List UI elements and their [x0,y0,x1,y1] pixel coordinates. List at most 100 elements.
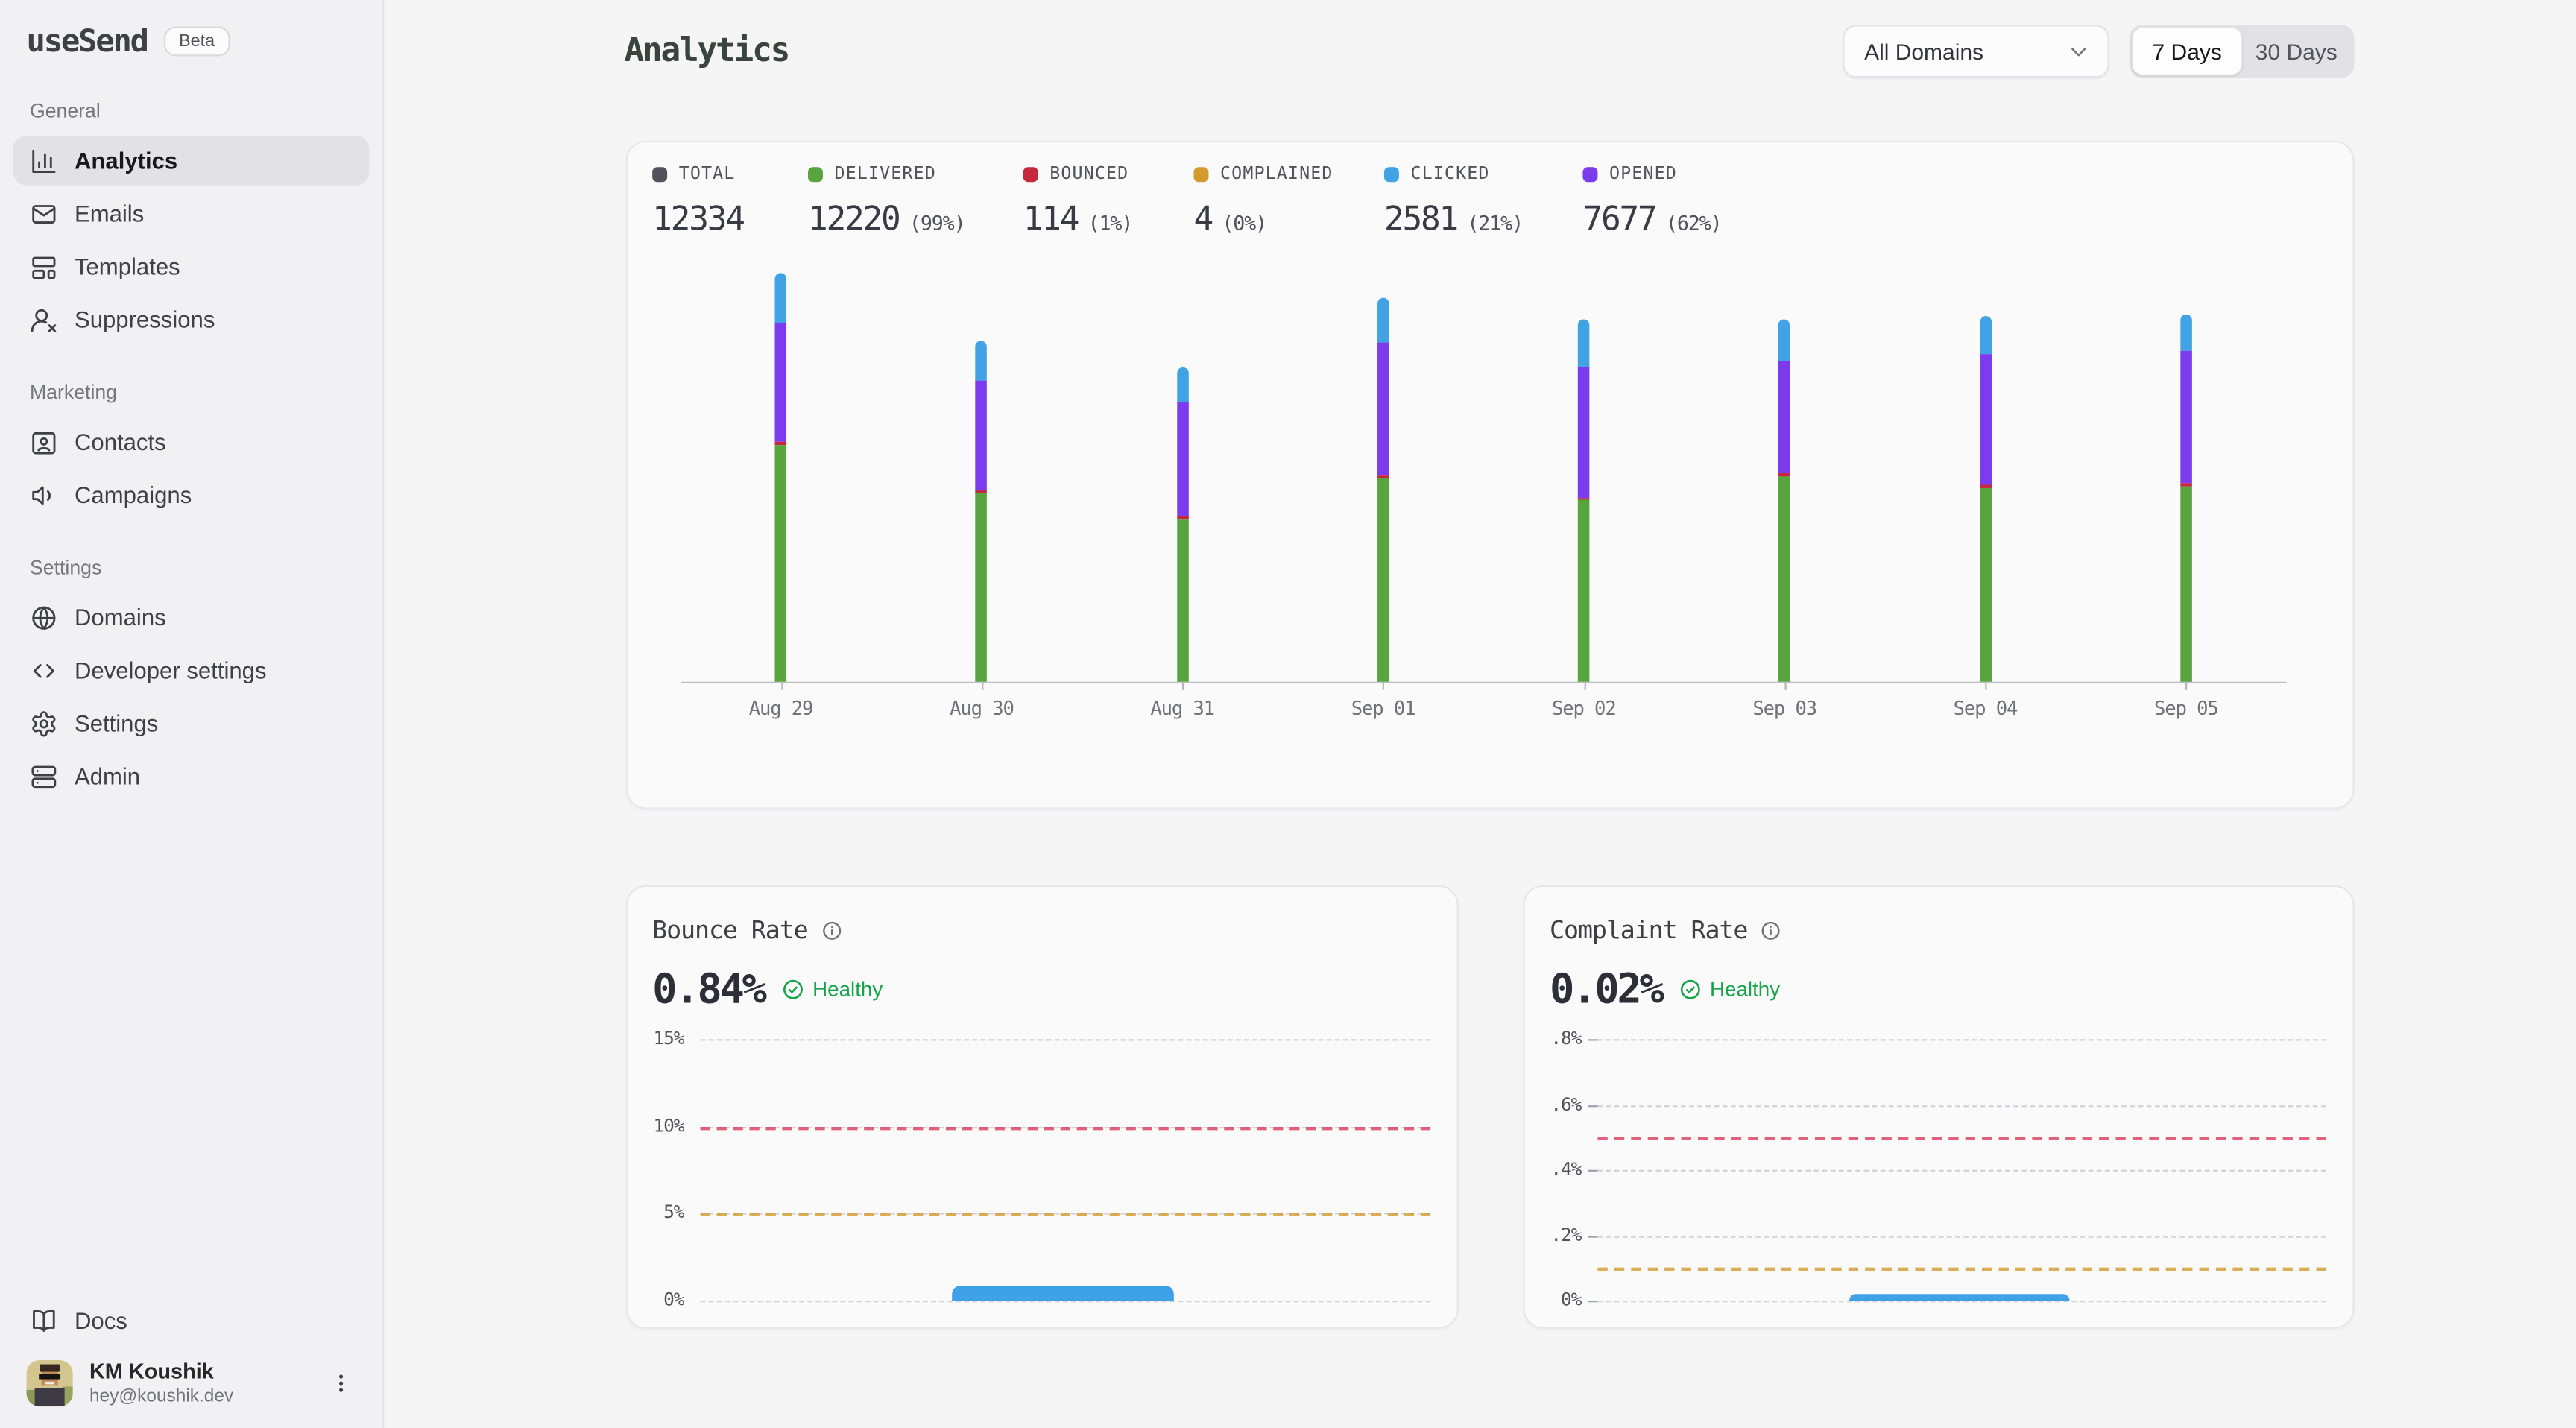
x-axis-tick [1383,681,1385,690]
gridline [700,1301,1431,1303]
check-circle-icon [783,979,803,999]
sidebar-item-domains[interactable]: Domains [13,593,370,642]
rate-value: 0.84% [652,964,767,1013]
y-axis-label: .6% [1550,1093,1582,1115]
sidebar-item-developer-settings[interactable]: Developer settings [13,645,370,695]
sidebar-item-templates[interactable]: Templates [13,241,370,291]
complaint-rate-card: Complaint Rate 0.02% Healthy .8% .6% .4% .2… [1523,885,2355,1329]
sidebar-item-admin[interactable]: Admin [13,751,370,801]
sidebar-item-label: Campaigns [74,481,192,508]
stat-pct: (1%) [1087,212,1134,236]
sidebar-section-general: General Analytics Emails Templates Suppr… [0,99,382,344]
stat-opened: OPENED 7677 (62%) [1582,163,1723,238]
x-axis-label: Sep 01 [1351,696,1416,720]
gridline [1597,1039,2326,1041]
bounced-segment [1377,476,1389,479]
sidebar-item-emails[interactable]: Emails [13,189,370,238]
bounced-segment [774,442,787,446]
sidebar-item-contacts[interactable]: Contacts [13,417,370,467]
delivered-segment [1578,500,1590,682]
layout-template-icon [32,256,56,279]
sidebar-footer: Docs KM Koushik hey@koushik.dev [13,1292,370,1418]
section-label-settings: Settings [29,555,102,580]
stat-label: COMPLAINED [1220,163,1333,184]
stat-value: 12220 [807,198,901,238]
card-title: Bounce Rate [652,914,809,945]
y-axis-tick [1588,1104,1598,1107]
bounce-rate-plot: 15% 10% 5% 0% [628,1028,1457,1310]
total-dot [652,166,668,182]
date-range-toggle: 7 Days 30 Days [2129,25,2355,78]
volume-bar [774,274,787,682]
volume-bar [976,341,988,682]
sidebar-item-label: Analytics [74,147,178,174]
sidebar-item-label: Contacts [74,429,166,455]
sidebar-item-suppressions[interactable]: Suppressions [13,294,370,344]
stat-bounced: BOUNCED 114 (1%) [1023,164,1133,238]
sidebar-item-docs[interactable]: Docs [13,1296,370,1346]
stat-complained: COMPLAINED 4 (0%) [1193,164,1333,238]
y-axis-label: .4% [1550,1158,1582,1181]
user-info: KM Koushik hey@koushik.dev [89,1359,233,1408]
stat-label: TOTAL [678,163,736,184]
volume-bar [1176,367,1188,682]
bounced-segment [2180,483,2192,487]
complaint-rate-plot: .8% .6% .4% .2% 0% [1525,1028,2353,1310]
gridline [700,1039,1431,1041]
stat-label: BOUNCED [1049,163,1129,184]
sidebar-item-analytics[interactable]: Analytics [13,136,370,186]
opened-dot [1582,166,1598,182]
sidebar-item-campaigns[interactable]: Campaigns [13,470,370,520]
megaphone-icon [32,485,51,505]
user-email: hey@koushik.dev [89,1386,234,1406]
email-volume-plot: Aug 29 Aug 30 Aug 31 Sep 01 Sep 02 Sep 03 Sep … [680,266,2287,720]
opened-segment [1377,342,1389,476]
status-label: Healthy [812,977,883,1001]
sidebar-section-settings: Settings Domains Developer settings Sett… [0,556,382,801]
stat-pct: (62%) [1665,212,1723,236]
kebab-menu-icon[interactable] [329,1372,353,1395]
range-option-30-days[interactable]: 30 Days [2255,39,2337,64]
range-option-7-days[interactable]: 7 Days [2132,28,2242,75]
info-icon[interactable] [1761,919,1782,941]
x-axis-label: Aug 31 [1150,696,1215,720]
x-axis-tick [1583,681,1586,690]
sidebar-item-label: Settings [74,710,159,736]
clicked-segment [1578,320,1590,367]
sidebar-item-label: Emails [74,200,145,227]
clicked-segment [1979,315,1992,355]
y-axis-label: 10% [653,1114,685,1137]
x-axis-tick [2185,681,2188,690]
stat-label: OPENED [1609,163,1677,184]
warning-threshold-line [700,1213,1431,1217]
beta-badge: Beta [164,27,230,56]
clicked-segment [976,341,988,381]
gear-icon [32,710,56,736]
sidebar-item-label: Admin [74,762,141,790]
volume-bar [2180,314,2192,682]
user-menu[interactable]: KM Koushik hey@koushik.dev [13,1349,370,1418]
delivered-dot [807,166,823,182]
sidebar-item-label: Docs [74,1307,127,1334]
sidebar-item-settings[interactable]: Settings [13,698,370,748]
mail-icon [32,203,56,223]
status-label: Healthy [1709,977,1781,1001]
y-axis-tick [1588,1301,1598,1303]
stat-value: 12334 [652,198,745,238]
sidebar-item-label: Domains [74,604,166,631]
opened-segment [1578,367,1590,498]
domain-filter-select[interactable]: All Domains [1843,25,2109,78]
stat-pct: (0%) [1222,212,1267,236]
info-icon[interactable] [821,919,842,941]
y-axis-label: 15% [653,1027,685,1049]
opened-segment [774,322,787,443]
card-title: Complaint Rate [1550,914,1748,945]
y-axis-tick [1588,1235,1598,1237]
x-axis-label: Aug 29 [748,696,814,720]
gridline [1597,1235,2326,1237]
bounced-segment [1979,484,1992,488]
bounced-segment [976,490,988,493]
stat-value: 114 [1023,198,1080,238]
gridline [1597,1104,2326,1107]
